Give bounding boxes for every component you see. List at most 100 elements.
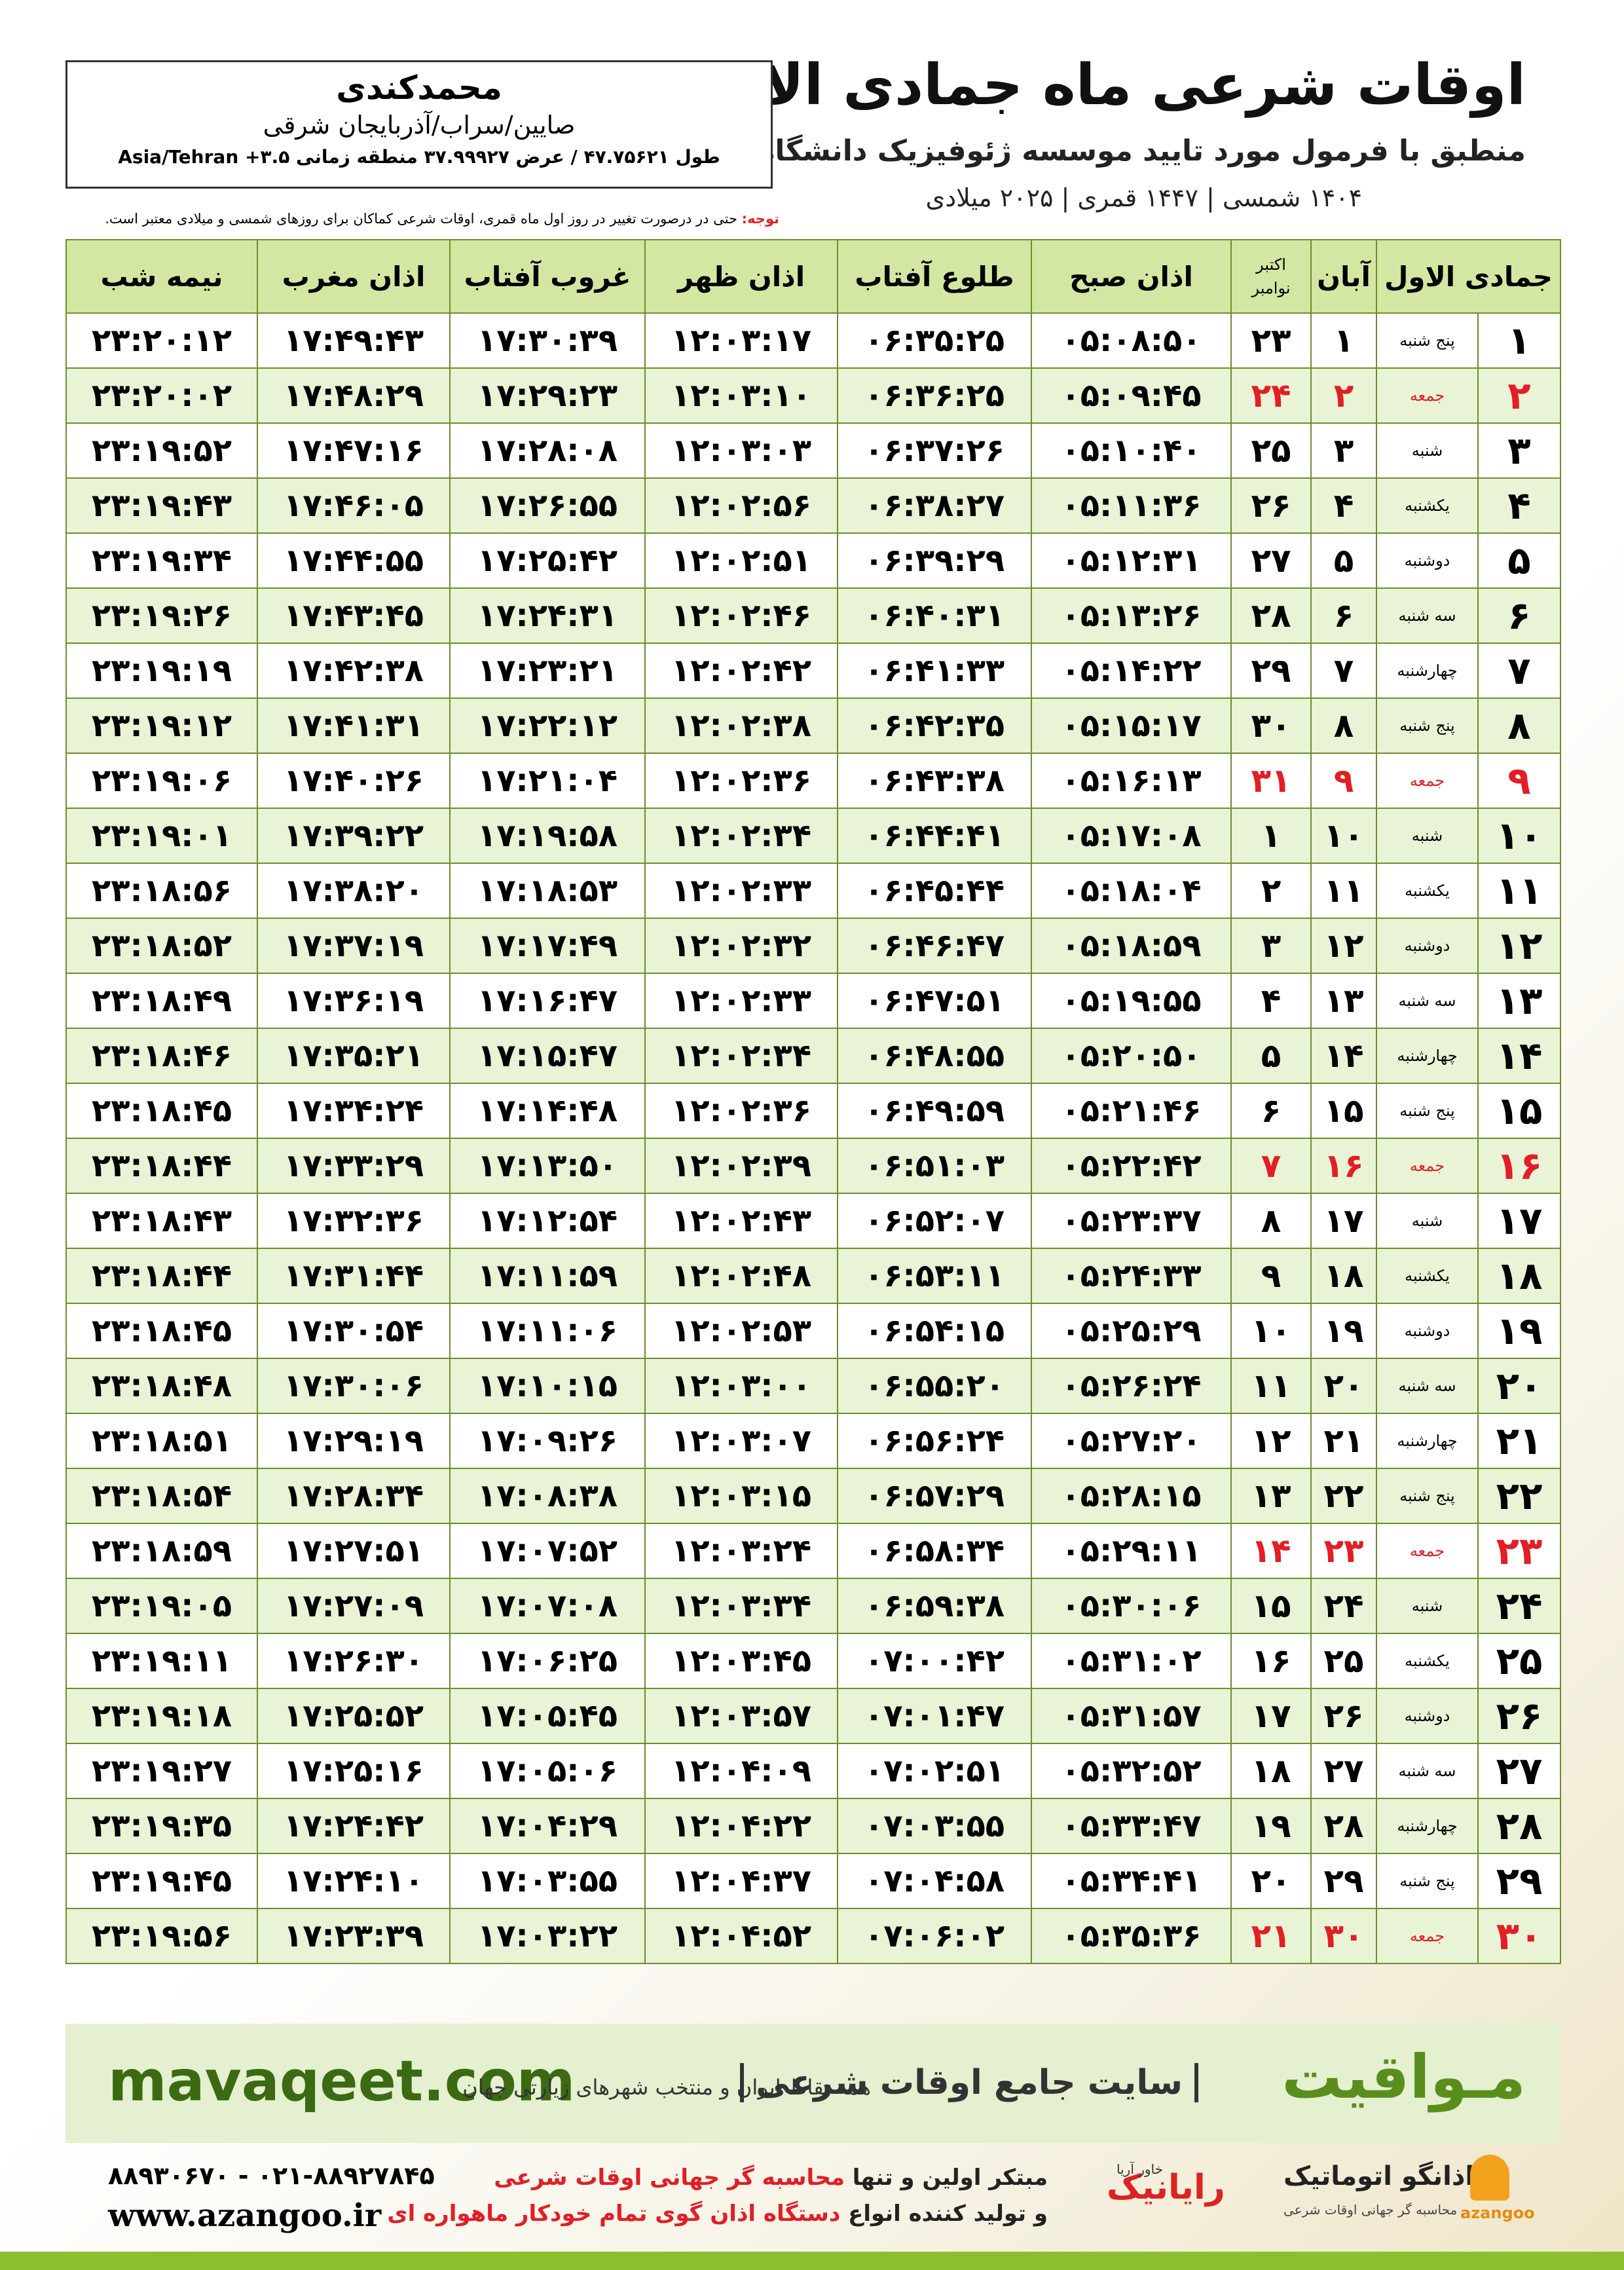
table-cell: ۱۲:۰۳:۳۴	[644, 1578, 838, 1634]
table-cell: پنج شنبه	[1376, 312, 1479, 369]
table-cell: ۱۶	[1477, 1138, 1561, 1194]
table-cell: ۰۵:۰۹:۴۵	[1031, 367, 1232, 424]
table-cell: ۲۶	[1310, 1688, 1377, 1744]
table-cell: ۰۶:۴۴:۴۱	[837, 808, 1032, 864]
note-text: حتی در درصورت تغییر در روز اول ماه قمری،…	[105, 211, 737, 227]
table-cell: ۹	[1310, 753, 1377, 809]
table-cell: ۱۷:۴۱:۳۱	[257, 698, 451, 754]
table-cell: ۱۷:۱۱:۵۹	[449, 1248, 646, 1304]
table-cell: ۰۵:۲۷:۲۰	[1031, 1413, 1232, 1469]
table-cell: ۰۵:۱۳:۲۶	[1031, 587, 1232, 644]
table-cell: ۱۲:۰۲:۳۸	[644, 698, 838, 754]
subtitle: منطبق با فرمول مورد تایید موسسه ژئوفیزیک…	[665, 134, 1526, 168]
table-cell: ۰۶:۵۲:۰۷	[837, 1193, 1032, 1249]
table-cell: ۱۲:۰۲:۴۸	[644, 1248, 838, 1304]
table-cell: ۱۵	[1477, 1083, 1561, 1139]
table-cell: ۲۳	[1230, 312, 1312, 369]
table-cell: ۱۲:۰۴:۲۲	[644, 1798, 838, 1854]
table-row: ۱۹ دوشنبه ۱۹ ۱۰ ۰۵:۲۵:۲۹ ۰۶:۵۴:۱۵ ۱۲:۰۲:۵۳ ۱۷:۱…	[65, 1303, 1561, 1359]
table-cell: ۸	[1477, 698, 1561, 754]
table-cell: ۱۷:۳۰:۳۹	[449, 312, 646, 369]
table-cell: ۲۳:۱۹:۴۳	[65, 477, 258, 534]
footer-text: و تولید کننده انواع	[840, 2201, 1048, 2227]
table-row: ۱۱ یکشنبه ۱۱ ۲ ۰۵:۱۸:۰۴ ۰۶:۴۵:۴۴ ۱۲:۰۲:۳۳ ۱۷:۱۸…	[65, 863, 1561, 919]
banner-brand: مـواقیت	[1282, 2042, 1526, 2112]
table-cell: ۱۷:۴۹:۴۳	[257, 312, 451, 369]
table-cell: ۱۷:۴۶:۰۵	[257, 477, 451, 534]
table-cell: جمعه	[1376, 753, 1479, 809]
table-cell: ۰۷:۰۶:۰۲	[837, 1908, 1032, 1964]
table-cell: ۱۸	[1310, 1248, 1377, 1304]
table-row: ۱۷ شنبه ۱۷ ۸ ۰۵:۲۳:۳۷ ۰۶:۵۲:۰۷ ۱۲:۰۲:۴۳ ۱۷:۱۲:۵…	[65, 1193, 1561, 1249]
table-cell: ۰۶:۴۵:۴۴	[837, 863, 1032, 919]
table-cell: ۲۲	[1477, 1468, 1561, 1524]
table-cell: ۲۴	[1477, 1578, 1561, 1634]
table-row: ۱۳ سه شنبه ۱۳ ۴ ۰۵:۱۹:۵۵ ۰۶:۴۷:۵۱ ۱۲:۰۲:۳۳ ۱۷:۱…	[65, 973, 1561, 1029]
logo-text: محاسبه گر جهانی اوقات شرعی	[1283, 2202, 1458, 2218]
table-cell: ۲۷	[1477, 1743, 1561, 1799]
table-cell: ۱۷:۴۲:۳۸	[257, 642, 451, 699]
table-cell: ۱۲:۰۲:۳۴	[644, 1028, 838, 1084]
table-cell: ۱۱	[1230, 1358, 1312, 1414]
table-row: ۱۶ جمعه ۱۶ ۷ ۰۵:۲۲:۴۲ ۰۶:۵۱:۰۳ ۱۲:۰۲:۳۹ ۱۷:۱۳:۵…	[65, 1138, 1561, 1194]
table-cell: یکشنبه	[1376, 1633, 1479, 1689]
table-cell: ۰۵:۱۰:۴۰	[1031, 422, 1232, 479]
location-name: محمدکندی	[336, 69, 502, 107]
table-cell: ۰۵:۱۷:۰۸	[1031, 808, 1232, 864]
table-row: ۱۲ دوشنبه ۱۲ ۳ ۰۵:۱۸:۵۹ ۰۶:۴۶:۴۷ ۱۲:۰۲:۳۲ ۱۷:۱۷…	[65, 918, 1561, 974]
table-cell: ۱۷:۲۱:۰۴	[449, 753, 646, 809]
table-cell: ۰۶:۴۳:۳۸	[837, 753, 1032, 809]
table-cell: ۱۷:۴۳:۴۵	[257, 587, 451, 644]
table-cell: ۱۹	[1310, 1303, 1377, 1359]
table-cell: شنبه	[1376, 1193, 1479, 1249]
table-cell: ۲۳:۱۹:۱۱	[65, 1633, 258, 1689]
table-cell: ۵	[1477, 532, 1561, 589]
table-cell: ۲۳:۱۸:۴۸	[65, 1358, 258, 1414]
table-cell: ۶	[1310, 587, 1377, 644]
table-cell: ۸	[1230, 1193, 1312, 1249]
table-cell: ۲۳	[1310, 1523, 1377, 1579]
table-cell: ۱۳	[1230, 1468, 1312, 1524]
table-cell: چهارشنبه	[1376, 1413, 1479, 1469]
table-cell: ۲۳:۱۹:۲۷	[65, 1743, 258, 1799]
table-cell: ۰۶:۵۴:۱۵	[837, 1303, 1032, 1359]
table-cell: ۲۸	[1230, 587, 1312, 644]
banner-url[interactable]: mavaqeet.com	[108, 2049, 576, 2114]
table-row: ۹ جمعه ۹ ۳۱ ۰۵:۱۶:۱۳ ۰۶:۴۳:۳۸ ۱۲:۰۲:۳۶ ۱۷:۲۱:۰۴…	[65, 753, 1561, 809]
column-header: اذان ظهر	[644, 239, 838, 314]
table-cell: ۰۵:۱۵:۱۷	[1031, 698, 1232, 754]
table-cell: ۰۶:۴۷:۵۱	[837, 973, 1032, 1029]
table-cell: پنج شنبه	[1376, 1083, 1479, 1139]
table-cell: ۱۸	[1477, 1248, 1561, 1304]
table-cell: ۱۷:۰۷:۵۲	[449, 1523, 646, 1579]
table-row: ۲۲ پنج شنبه ۲۲ ۱۳ ۰۵:۲۸:۱۵ ۰۶:۵۷:۲۹ ۱۲:۰۳:۱۵ ۱۷…	[65, 1468, 1561, 1524]
website[interactable]: www.azangoo.ir	[108, 2197, 382, 2234]
table-cell: ۱۷:۱۸:۵۳	[449, 863, 646, 919]
table-cell: ۰۵:۳۲:۵۲	[1031, 1743, 1232, 1799]
table-cell: ۲۳:۱۹:۲۶	[65, 587, 258, 644]
table-cell: ۱۲	[1310, 918, 1377, 974]
table-cell: ۱۲:۰۳:۱۷	[644, 312, 838, 369]
table-cell: ۲۱	[1310, 1413, 1377, 1469]
table-cell: ۰۵:۲۶:۲۴	[1031, 1358, 1232, 1414]
table-row: ۳۰ جمعه ۳۰ ۲۱ ۰۵:۳۵:۳۶ ۰۷:۰۶:۰۲ ۱۲:۰۴:۵۲ ۱۷:۰۳:…	[65, 1908, 1561, 1964]
table-cell: ۱۷:۱۷:۴۹	[449, 918, 646, 974]
table-cell: ۲۶	[1477, 1688, 1561, 1744]
table-cell: ۰۶:۴۰:۳۱	[837, 587, 1032, 644]
table-cell: ۱۷:۳۵:۲۱	[257, 1028, 451, 1084]
table-cell: ۱	[1230, 808, 1312, 864]
table-cell: ۲۶	[1230, 477, 1312, 534]
table-cell: ۱۷:۴۸:۲۹	[257, 367, 451, 424]
table-cell: ۲۹	[1230, 642, 1312, 699]
table-cell: ۱۷:۳۴:۲۴	[257, 1083, 451, 1139]
table-cell: ۲۸	[1310, 1798, 1377, 1854]
table-cell: ۱۵	[1310, 1083, 1377, 1139]
table-cell: ۱۶	[1230, 1633, 1312, 1689]
table-cell: ۱۷:۱۲:۵۴	[449, 1193, 646, 1249]
table-cell: ۱۷:۱۰:۱۵	[449, 1358, 646, 1414]
table-cell: ۱۷:۳۱:۴۴	[257, 1248, 451, 1304]
location-region: صایین/سراب/آذربایجان شرقی	[263, 111, 576, 140]
table-cell: ۰۶:۵۸:۳۴	[837, 1523, 1032, 1579]
table-cell: ۱۲:۰۳:۰۳	[644, 422, 838, 479]
table-cell: ۱۷:۲۶:۳۰	[257, 1633, 451, 1689]
